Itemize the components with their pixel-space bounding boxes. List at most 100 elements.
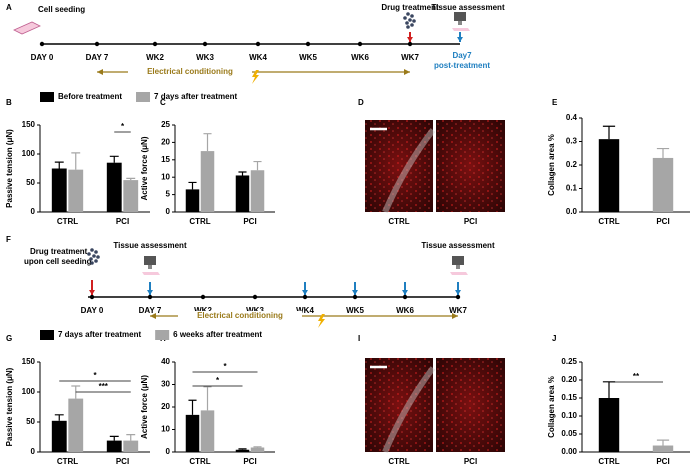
timeline-tick <box>200 294 206 300</box>
end-label: Day7 <box>452 51 472 60</box>
y-tick-label: 25 <box>161 120 170 129</box>
timeline-tick <box>305 41 311 47</box>
x-tick-label: CTRL <box>57 217 78 226</box>
significance-label: * <box>216 376 220 385</box>
error-bar <box>238 171 247 176</box>
event-label: upon cell seeding <box>24 257 92 266</box>
panel-label: D <box>358 98 364 107</box>
x-tick-label: CTRL <box>598 217 619 226</box>
panel-label: C <box>160 98 166 107</box>
assess-arrow-head <box>402 290 408 295</box>
micrograph-texture <box>365 358 433 452</box>
y-tick-label: 150 <box>22 357 36 366</box>
tick-label: DAY 7 <box>86 53 109 62</box>
error-bar <box>54 161 64 169</box>
y-tick-label: 0.4 <box>566 113 578 122</box>
error-bar <box>126 177 136 181</box>
assess-arrow-head <box>457 37 463 42</box>
bar <box>123 180 139 212</box>
timeline-tick <box>39 41 45 47</box>
scope-icon <box>148 265 152 269</box>
y-tick-label: 0.05 <box>561 429 577 438</box>
tick-label: WK5 <box>299 53 317 62</box>
drug-icon <box>410 14 414 18</box>
conditioning-label: Electrical conditioning <box>197 311 283 320</box>
drug-icon <box>406 25 410 29</box>
timeline-tick <box>152 41 158 47</box>
panel-label: G <box>6 334 12 343</box>
bar <box>185 189 200 212</box>
x-tick-label: CTRL <box>57 457 78 465</box>
y-tick-label: 0.00 <box>561 447 577 456</box>
collagen-fibers <box>382 128 436 214</box>
image-caption: PCI <box>464 217 477 226</box>
error-bar <box>126 434 136 441</box>
y-axis-label: Collagen area % <box>547 134 556 196</box>
drug-icon <box>408 18 412 22</box>
tick-label: WK4 <box>249 53 267 62</box>
bar <box>250 170 265 212</box>
bar <box>200 410 215 452</box>
x-tick-label: CTRL <box>598 457 619 465</box>
significance-label: *** <box>99 382 109 391</box>
drug-icon <box>403 16 407 20</box>
significance-label: * <box>121 122 125 131</box>
y-tick-label: 0.1 <box>566 184 578 193</box>
error-bar <box>71 152 81 170</box>
y-tick-label: 100 <box>22 387 36 396</box>
y-tick-label: 50 <box>26 178 35 187</box>
legend-label: 6 weeks after treatment <box>173 330 262 339</box>
panel-label: J <box>552 334 556 343</box>
error-bar <box>602 381 616 398</box>
bar <box>652 445 674 452</box>
x-tick-label: PCI <box>116 457 129 465</box>
drug-icon <box>90 248 94 252</box>
y-tick-label: 0 <box>166 447 171 456</box>
timeline-tick <box>94 41 100 47</box>
significance-label: * <box>223 362 227 371</box>
tick-label: WK6 <box>351 53 369 62</box>
x-tick-label: PCI <box>116 217 129 226</box>
x-tick-label: CTRL <box>189 217 210 226</box>
drug-icon <box>412 19 416 23</box>
tick-label: WK5 <box>346 306 364 315</box>
drug-icon <box>96 255 100 259</box>
slide-icon <box>450 272 468 275</box>
tick-label: DAY 0 <box>81 306 104 315</box>
drug-icon <box>87 252 91 256</box>
event-label: Drug treatment <box>381 3 439 12</box>
error-bar <box>203 133 212 152</box>
tick-label: WK7 <box>449 306 467 315</box>
error-bar <box>253 160 262 171</box>
legend-label: 7 days after treatment <box>58 330 141 339</box>
y-axis-label: Collagen area % <box>547 376 556 438</box>
panel-label: A <box>6 3 12 12</box>
assess-arrow-head <box>352 290 358 295</box>
y-axis-label: Active force (μN) <box>140 136 149 200</box>
significance-label: ** <box>633 372 640 381</box>
tick-label: DAY 0 <box>31 53 54 62</box>
y-tick-label: 0.20 <box>561 375 577 384</box>
scope-icon <box>458 21 462 25</box>
error-bar <box>188 181 197 190</box>
scope-icon <box>452 256 464 265</box>
bar <box>200 151 215 212</box>
bar <box>123 440 139 452</box>
drug-icon <box>94 259 98 263</box>
x-tick-label: PCI <box>243 457 256 465</box>
micrograph-texture <box>365 120 433 212</box>
drug-icon <box>405 21 409 25</box>
error-bar <box>188 399 197 415</box>
bar <box>235 175 250 212</box>
y-tick-label: 0 <box>31 447 36 456</box>
error-bar <box>656 439 670 446</box>
end-label: post-treatment <box>434 61 490 70</box>
event-label: Tissue assessment <box>421 241 495 250</box>
tick-label: WK3 <box>196 53 214 62</box>
drug-icon <box>406 12 410 16</box>
y-tick-label: 10 <box>161 425 170 434</box>
y-axis-label: Passive tension (μN) <box>5 129 14 208</box>
micrograph-texture <box>436 358 505 452</box>
y-tick-label: 0 <box>166 207 171 216</box>
